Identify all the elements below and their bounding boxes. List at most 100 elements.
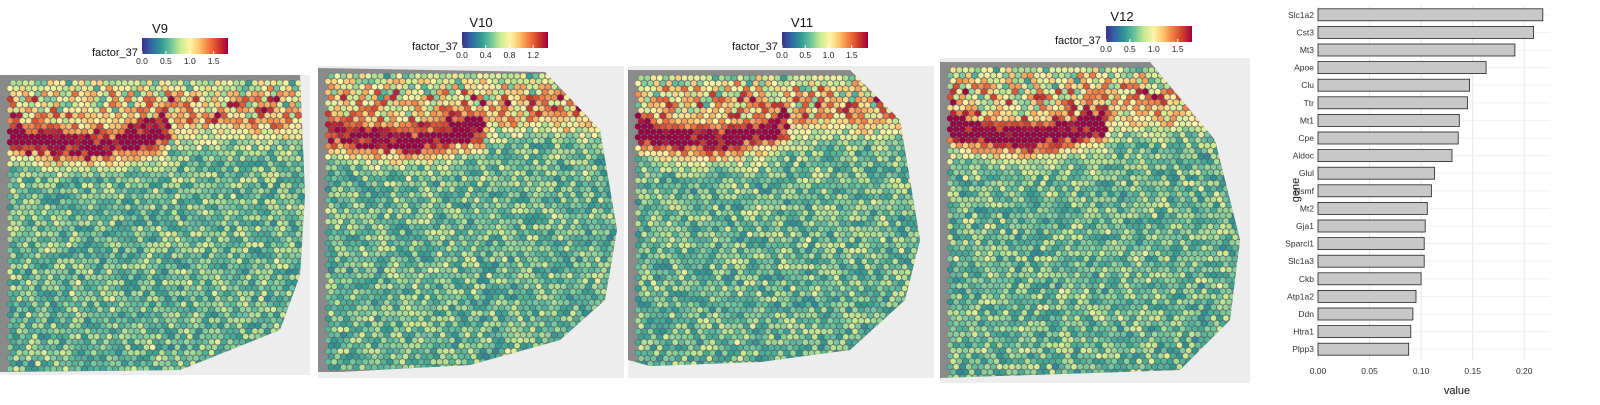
spot — [78, 91, 84, 97]
spot — [165, 274, 171, 280]
spot — [496, 170, 502, 176]
spot — [554, 294, 560, 300]
spot — [359, 256, 365, 262]
spot — [38, 344, 44, 350]
spot — [221, 307, 227, 313]
spot — [511, 316, 517, 322]
spot — [271, 123, 277, 129]
spot — [106, 312, 112, 318]
spot — [277, 231, 283, 237]
spot — [474, 251, 480, 257]
spot — [63, 139, 69, 145]
spot — [452, 138, 458, 144]
spot — [477, 116, 483, 122]
spot — [328, 170, 334, 176]
spot — [536, 186, 542, 192]
spot — [131, 323, 137, 329]
spot — [168, 312, 174, 318]
spot — [181, 323, 187, 329]
spot — [212, 150, 218, 156]
spot — [26, 215, 32, 221]
spot — [523, 78, 529, 84]
spot — [539, 170, 545, 176]
spot — [128, 231, 134, 237]
spot — [199, 247, 205, 253]
spot — [215, 253, 221, 259]
spot — [372, 203, 378, 209]
spot — [545, 256, 551, 262]
spot — [209, 328, 215, 334]
spot — [202, 285, 208, 291]
spot — [69, 355, 75, 361]
spot — [165, 102, 171, 108]
spot — [595, 278, 601, 284]
spot — [334, 332, 340, 338]
spot — [116, 350, 122, 356]
spot — [249, 312, 255, 318]
spot — [396, 203, 402, 209]
spot — [511, 327, 517, 333]
spot — [97, 328, 103, 334]
spot — [233, 123, 239, 129]
spot — [7, 290, 13, 296]
spot — [430, 337, 436, 343]
spot — [78, 274, 84, 280]
spot — [174, 183, 180, 189]
spot — [60, 199, 66, 205]
spot — [390, 224, 396, 230]
spot — [97, 263, 103, 269]
spot — [527, 300, 533, 306]
spot — [119, 107, 125, 113]
spot — [604, 262, 610, 268]
spot — [418, 197, 424, 203]
spot — [131, 118, 137, 124]
spot — [181, 258, 187, 264]
spot — [143, 323, 149, 329]
spot — [295, 253, 301, 259]
spot — [26, 118, 32, 124]
spot — [258, 317, 264, 323]
spot — [292, 172, 298, 178]
spot — [85, 328, 91, 334]
spot — [365, 224, 371, 230]
spot — [236, 96, 242, 102]
spot — [530, 165, 536, 171]
spot — [171, 188, 177, 194]
spot — [437, 337, 443, 343]
spot — [502, 235, 508, 241]
spot — [375, 337, 381, 343]
spot — [499, 122, 505, 128]
spot — [57, 139, 63, 145]
spot — [109, 123, 115, 129]
spot — [486, 89, 492, 95]
spot — [218, 118, 224, 124]
spot — [184, 307, 190, 313]
spot — [10, 112, 16, 118]
spot — [35, 339, 41, 345]
spot — [424, 251, 430, 257]
spot — [337, 337, 343, 343]
spot — [26, 96, 32, 102]
spot — [69, 290, 75, 296]
spot — [78, 134, 84, 140]
spot — [502, 203, 508, 209]
spot — [378, 224, 384, 230]
spot — [585, 186, 591, 192]
spot — [131, 172, 137, 178]
spot — [196, 112, 202, 118]
spot — [517, 197, 523, 203]
spot — [356, 78, 362, 84]
spot — [94, 118, 100, 124]
spot — [393, 316, 399, 322]
spot — [452, 192, 458, 198]
spot — [449, 197, 455, 203]
spot — [16, 80, 22, 86]
spot — [480, 316, 486, 322]
spot — [243, 85, 249, 91]
spot — [171, 210, 177, 216]
spot — [387, 283, 393, 289]
spot — [561, 100, 567, 106]
spot — [227, 145, 233, 151]
spot — [415, 203, 421, 209]
spot — [125, 139, 131, 145]
